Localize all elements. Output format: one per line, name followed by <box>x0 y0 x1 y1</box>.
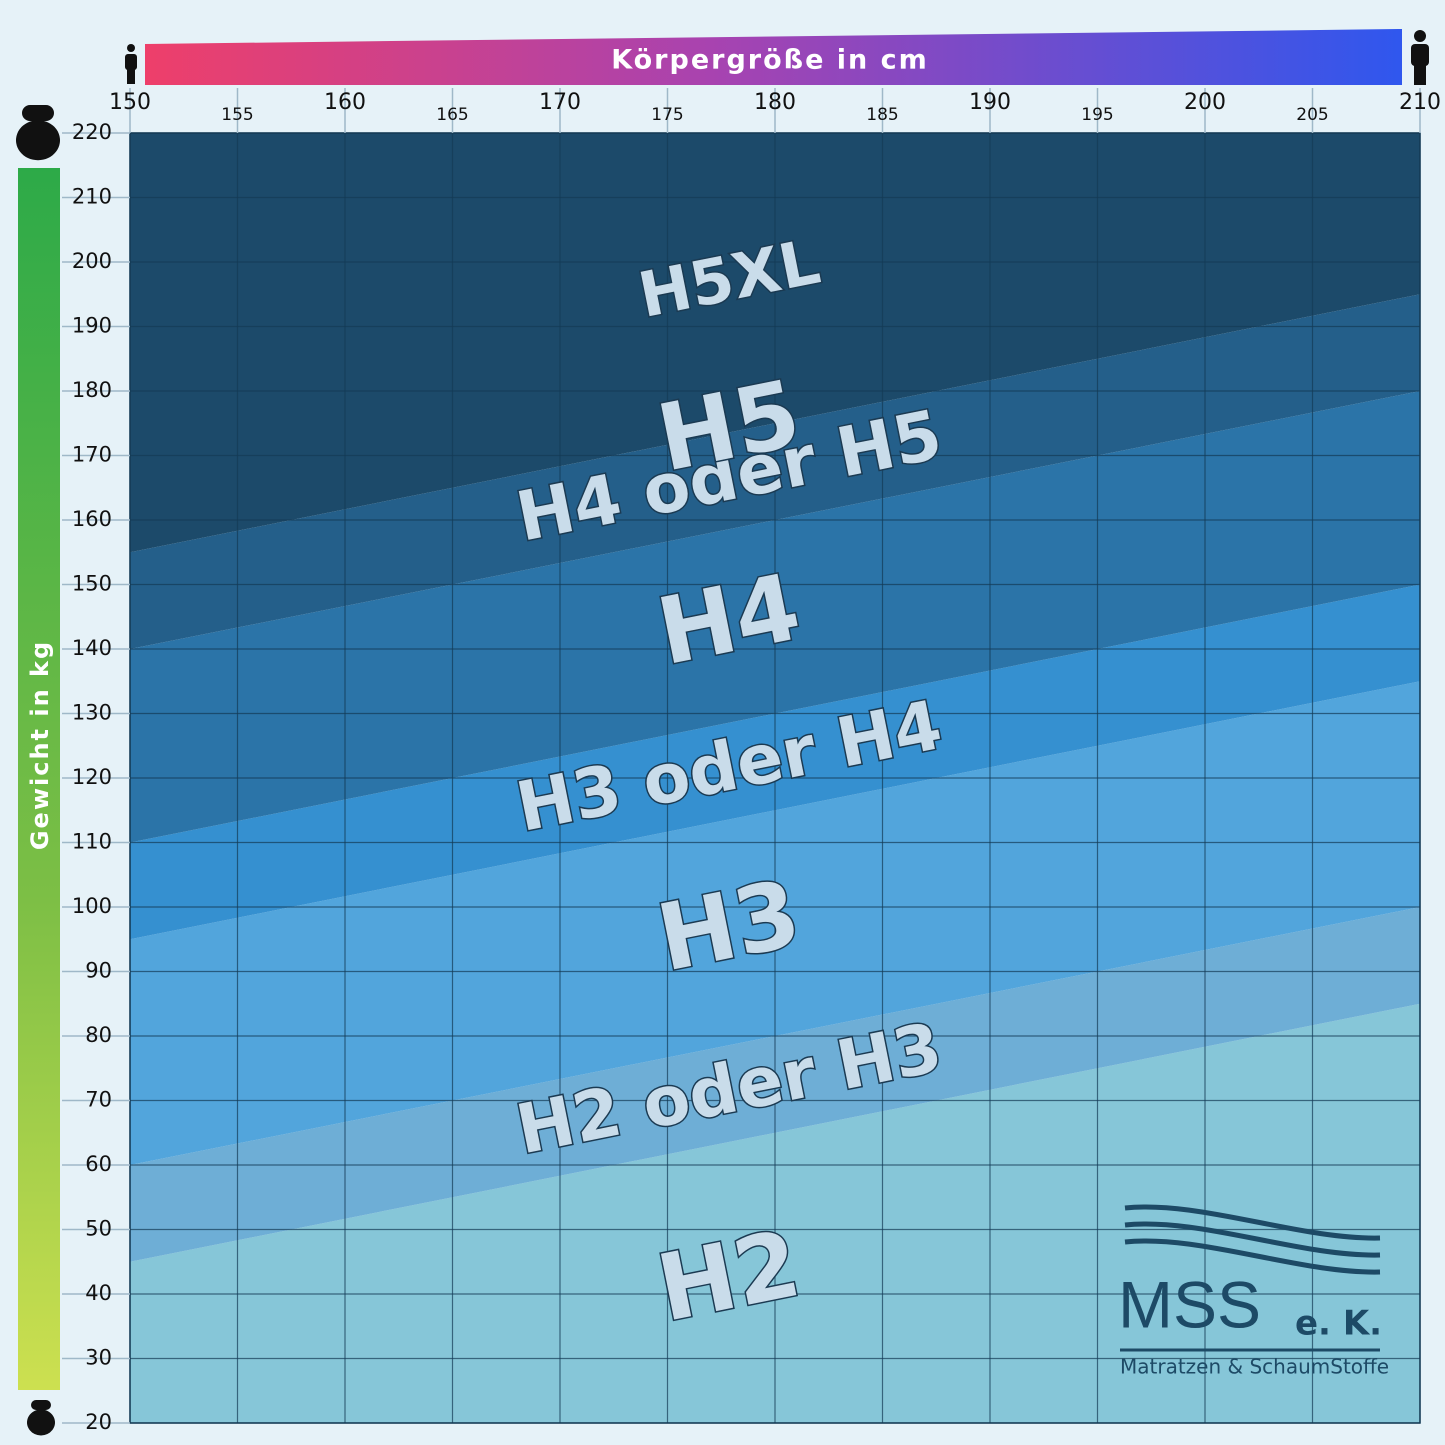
x-tick-label: 210 <box>1399 90 1441 115</box>
y-tick-label: 130 <box>72 701 112 725</box>
y-tick-label: 150 <box>72 572 112 596</box>
logo <box>1120 1204 1381 1352</box>
y-tick-label: 60 <box>85 1152 112 1176</box>
x-tick-label: 195 <box>1081 105 1113 125</box>
height-bar <box>145 29 1402 85</box>
weight-icons <box>15 105 60 1436</box>
y-tick-label: 100 <box>72 894 112 918</box>
y-tick-label: 50 <box>85 1217 112 1241</box>
person-icons <box>125 30 1429 85</box>
y-tick-label: 40 <box>85 1281 112 1305</box>
y-tick-label: 200 <box>72 249 112 273</box>
y-axis-title: Gewicht in kg <box>26 640 54 850</box>
y-tick-label: 90 <box>85 959 112 983</box>
x-tick-label: 150 <box>109 90 151 115</box>
x-axis-title: Körpergröße in cm <box>611 45 929 76</box>
logo-tagline: Matratzen & SchaumStoffe <box>1120 1355 1389 1379</box>
x-tick-label: 155 <box>221 105 253 125</box>
y-tick-label: 210 <box>72 185 112 209</box>
x-tick-label: 205 <box>1296 105 1328 125</box>
x-tick-label: 165 <box>436 105 468 125</box>
weight-bar <box>18 168 60 1390</box>
y-tick-label: 140 <box>72 636 112 660</box>
x-tick-label: 180 <box>754 90 796 115</box>
logo-name: MSS <box>1118 1267 1261 1341</box>
logo-suffix: e. K. <box>1295 1304 1382 1344</box>
y-tick-label: 30 <box>85 1346 112 1370</box>
y-tick-label: 80 <box>85 1023 112 1047</box>
y-tick-label: 170 <box>72 443 112 467</box>
y-tick-label: 180 <box>72 378 112 402</box>
y-tick-label: 70 <box>85 1088 112 1112</box>
y-tick-label: 160 <box>72 507 112 531</box>
y-tick-label: 110 <box>72 830 112 854</box>
x-tick-label: 190 <box>969 90 1011 115</box>
y-tick-label: 220 <box>72 120 112 144</box>
y-tick-label: 120 <box>72 765 112 789</box>
x-tick-label: 185 <box>866 105 898 125</box>
x-tick-label: 160 <box>324 90 366 115</box>
y-tick-label: 20 <box>85 1410 112 1434</box>
y-tick-label: 190 <box>72 314 112 338</box>
x-tick-label: 170 <box>539 90 581 115</box>
x-tick-label: 200 <box>1184 90 1226 115</box>
x-tick-label: 175 <box>651 105 683 125</box>
